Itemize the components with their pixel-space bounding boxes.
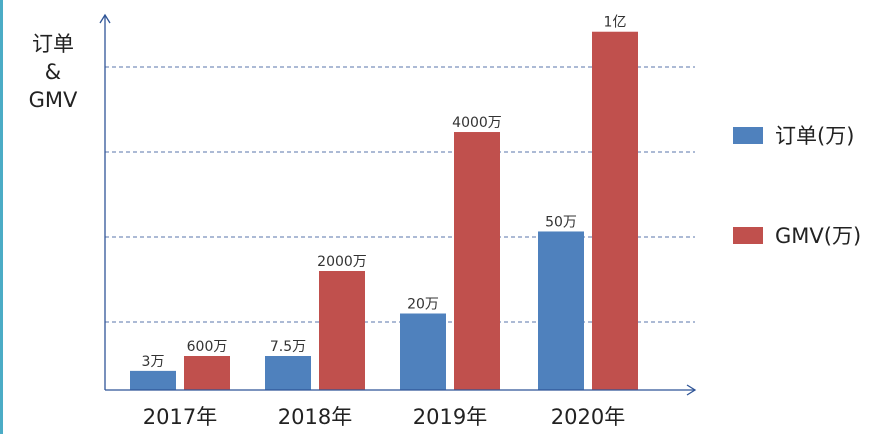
left-accent-line	[0, 0, 3, 434]
legend-label-gmv: GMV(万)	[775, 224, 862, 248]
data-label-orders-0: 3万	[142, 354, 165, 370]
y-axis-label-line-1: 订单	[32, 32, 74, 56]
x-tick-label-0: 2017年	[143, 405, 217, 429]
bar-orders-2	[400, 313, 446, 390]
y-axis-arrow-icon	[99, 13, 111, 24]
data-label-gmv-2: 4000万	[452, 115, 502, 131]
x-tick-label-2: 2019年	[413, 405, 487, 429]
bar-gmv-2	[454, 132, 500, 390]
data-label-orders-1: 7.5万	[270, 339, 306, 355]
legend-swatch-orders	[733, 126, 763, 144]
x-tick-label-3: 2020年	[551, 405, 625, 429]
legend-swatch-gmv	[733, 226, 763, 244]
data-label-gmv-3: 1亿	[604, 15, 627, 31]
y-axis-label-line-3: GMV	[28, 88, 78, 112]
legend-item-gmv: GMV(万)	[733, 220, 861, 250]
bar-gmv-0	[184, 356, 230, 390]
data-label-orders-2: 20万	[407, 297, 439, 313]
bar-orders-1	[265, 356, 311, 390]
x-axis-arrow-icon	[686, 384, 697, 396]
data-label-orders-3: 50万	[545, 214, 577, 230]
bar-orders-3	[538, 231, 584, 390]
legend-label-orders: 订单(万)	[775, 124, 855, 148]
data-label-gmv-1: 2000万	[317, 254, 367, 270]
y-axis-label-line-2: &	[44, 60, 62, 84]
legend-item-orders: 订单(万)	[733, 120, 854, 150]
bar-orders-0	[130, 370, 176, 390]
bar-gmv-3	[592, 31, 638, 390]
data-label-gmv-0: 600万	[187, 339, 228, 355]
x-tick-label-1: 2018年	[278, 405, 352, 429]
bar-gmv-1	[319, 271, 365, 390]
